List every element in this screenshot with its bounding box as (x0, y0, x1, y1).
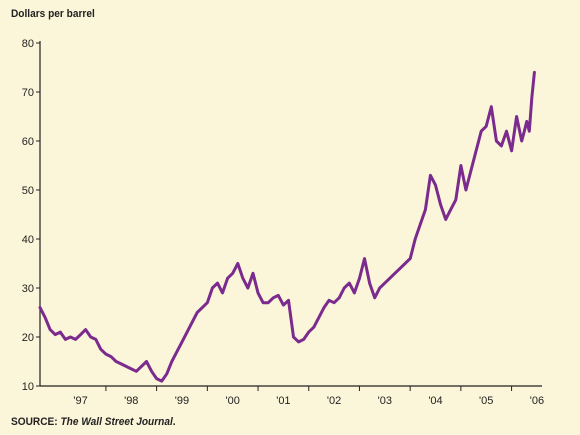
source-note: SOURCE: The Wall Street Journal. (11, 416, 176, 428)
oil-price-line (38, 70, 536, 383)
y-tick-label: 20 (22, 332, 34, 344)
x-tick-label: '04 (428, 395, 442, 407)
x-tick-label: '02 (327, 395, 341, 407)
y-tick-label: 10 (22, 381, 34, 393)
y-tick-label: 50 (22, 185, 34, 197)
chart-series (38, 70, 536, 383)
y-tick-label: 30 (22, 283, 34, 295)
x-tick-label: '99 (175, 395, 189, 407)
x-tick-label: '03 (378, 395, 392, 407)
x-tick-label: '01 (276, 395, 290, 407)
y-tick-label: 40 (22, 234, 34, 246)
y-tick-label: 60 (22, 136, 34, 148)
chart-axes (39, 41, 542, 387)
chart-ticks: 10 20 30 40 50 60 70 80 '97 '98 '99 '00 '01 '02 '03 '04… (22, 38, 544, 407)
x-tick-label: '05 (479, 395, 493, 407)
x-tick-label: '98 (124, 395, 138, 407)
y-axis-title: Dollars per barrel (11, 8, 95, 20)
x-tick-label: '06 (530, 395, 544, 407)
y-tick-label: 80 (22, 38, 34, 50)
x-tick-label: '00 (226, 395, 240, 407)
source-suffix: . (172, 416, 176, 428)
y-tick-label: 70 (22, 87, 34, 99)
source-publication: The Wall Street Journal (60, 416, 173, 428)
source-prefix: SOURCE: (11, 416, 61, 428)
x-tick-label: '97 (73, 395, 87, 407)
